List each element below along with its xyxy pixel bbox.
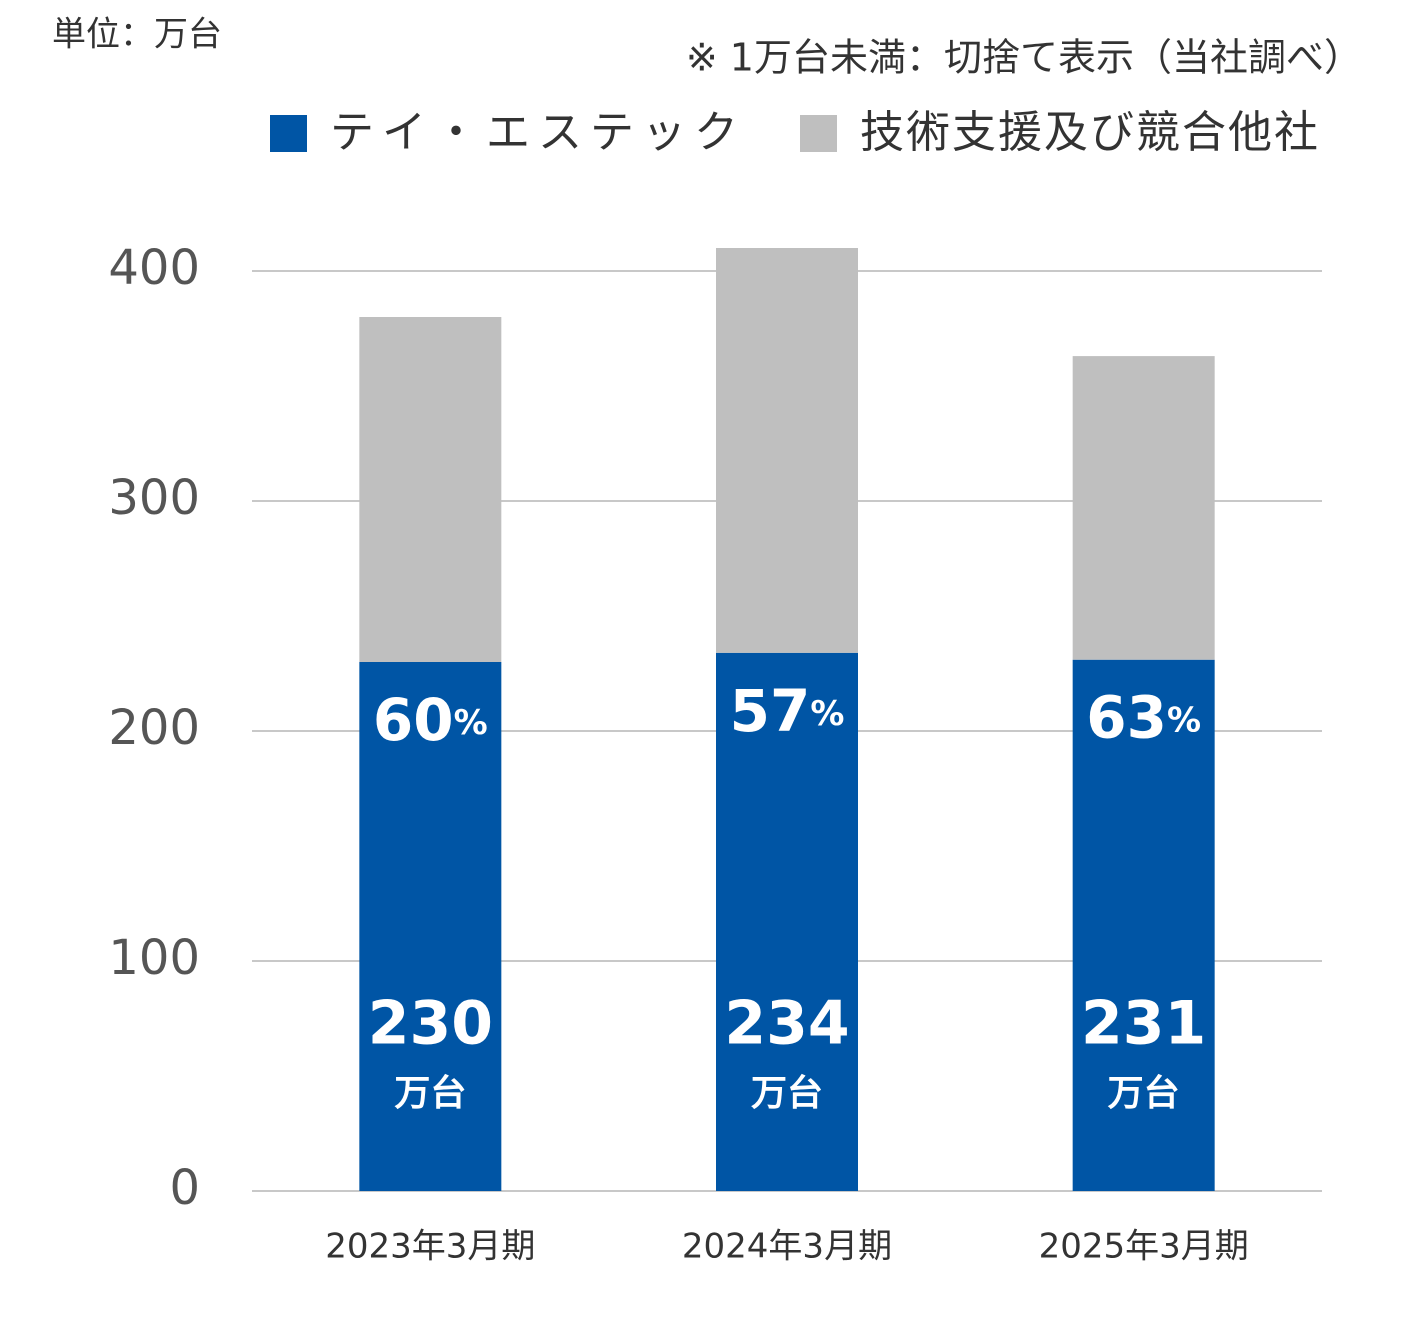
bar-segment <box>359 317 502 662</box>
value-label: 234 <box>724 989 849 1059</box>
x-tick-label: 2025年3月期 <box>1039 1227 1249 1267</box>
x-tick-label: 2024年3月期 <box>682 1227 892 1267</box>
y-tick-label: 200 <box>108 700 200 756</box>
share-unit: % <box>454 703 488 743</box>
bar-segment <box>359 662 502 1191</box>
bar-segment <box>716 248 858 653</box>
share-unit: % <box>1167 700 1201 740</box>
value-unit: 万台 <box>1108 1073 1180 1114</box>
value-label: 230 <box>368 989 493 1059</box>
unit-note: 単位：万台 <box>52 15 222 55</box>
bar-segment <box>1072 659 1215 1191</box>
value-unit: 万台 <box>394 1073 466 1114</box>
share-value: 60 <box>373 686 454 754</box>
note: ※ 1万台未満：切捨て表示（当社調べ） <box>686 36 1362 80</box>
y-tick-label: 100 <box>108 930 200 986</box>
value-label: 231 <box>1081 989 1206 1059</box>
bar-segment <box>1072 356 1215 660</box>
share-value: 57 <box>730 677 811 745</box>
y-tick-label: 400 <box>108 240 200 296</box>
share-label: 63% <box>1086 684 1201 752</box>
share-label: 60% <box>373 686 488 754</box>
bar-segment <box>716 652 858 1191</box>
y-tick-label: 300 <box>108 470 200 526</box>
value-unit: 万台 <box>751 1073 823 1114</box>
legend-label: 技術支援及び競合他社 <box>860 107 1320 158</box>
legend-swatch <box>270 115 307 152</box>
share-value: 63 <box>1086 684 1167 752</box>
y-tick-label: 0 <box>169 1160 200 1216</box>
share-unit: % <box>810 693 844 733</box>
legend-swatch <box>800 115 837 152</box>
legend-label: テイ・エステック <box>330 107 746 158</box>
share-label: 57% <box>730 677 845 745</box>
x-tick-label: 2023年3月期 <box>325 1227 535 1267</box>
